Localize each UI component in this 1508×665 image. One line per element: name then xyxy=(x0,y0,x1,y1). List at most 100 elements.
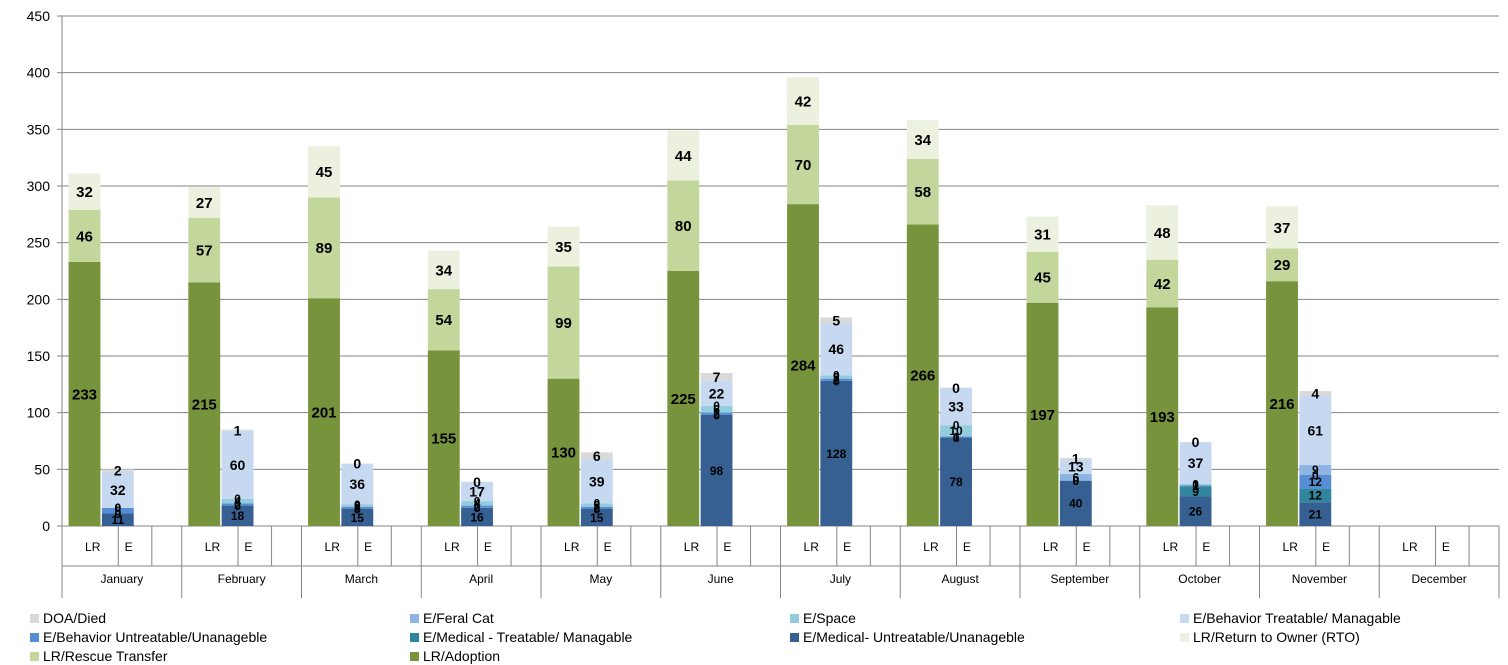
data-label: 1 xyxy=(1072,451,1080,467)
data-label: 57 xyxy=(196,242,213,259)
data-label: 45 xyxy=(316,164,333,181)
bar-segment xyxy=(1179,496,1212,526)
data-label: 35 xyxy=(555,239,572,256)
data-label: 0 xyxy=(1072,474,1079,488)
bar-segment xyxy=(308,298,340,526)
data-label: 0 xyxy=(354,502,361,516)
bar-segment xyxy=(820,323,853,376)
data-label: 44 xyxy=(675,148,692,165)
data-label: 9 xyxy=(1192,485,1199,499)
sub-category-label: LR xyxy=(684,540,700,554)
y-tick-label: 400 xyxy=(27,65,51,81)
data-label: 0 xyxy=(833,369,840,383)
sub-category-label: E xyxy=(843,540,851,554)
data-label: 0 xyxy=(473,474,481,490)
bar-segment xyxy=(1266,248,1298,282)
data-label: 2 xyxy=(114,463,122,479)
bar-segment xyxy=(1299,391,1332,396)
bar-segment xyxy=(906,158,939,225)
bar-segment xyxy=(1059,459,1092,474)
data-label: 98 xyxy=(710,464,724,478)
data-label: 17 xyxy=(469,483,485,499)
data-label: 284 xyxy=(790,357,816,374)
bar-segment xyxy=(221,503,254,506)
month-label: June xyxy=(708,572,734,586)
legend-item: E/Feral Cat xyxy=(410,609,494,627)
data-label: 130 xyxy=(551,445,576,462)
data-label: 21 xyxy=(1309,507,1323,521)
data-label: 46 xyxy=(829,341,845,357)
bar-segment xyxy=(1299,395,1332,465)
sub-category-label: E xyxy=(1442,540,1450,554)
data-label: 2 xyxy=(354,501,361,515)
sub-category-label: E xyxy=(244,540,252,554)
bar-segment xyxy=(188,217,221,283)
bar-segment xyxy=(940,387,972,426)
data-label: 155 xyxy=(431,431,456,448)
data-label: 197 xyxy=(1030,407,1055,424)
sub-category-label: LR xyxy=(85,540,101,554)
chart-legend: DOA/Died E/Feral Cat E/Space E/Behavior Tre… xyxy=(30,609,1500,665)
data-label: 5 xyxy=(832,312,840,328)
data-label: 2 xyxy=(234,498,241,512)
bar-segment xyxy=(1299,502,1332,526)
data-label: 42 xyxy=(795,93,812,110)
bar-segment xyxy=(787,77,819,125)
y-tick-label: 450 xyxy=(27,8,51,24)
bar-segment xyxy=(1026,251,1059,303)
bar-segment xyxy=(427,250,460,290)
legend-label: E/Medical - Treatable/ Managable xyxy=(423,629,633,645)
bar-segment xyxy=(341,506,374,509)
y-tick-label: 350 xyxy=(27,121,51,137)
data-label: 42 xyxy=(1154,276,1171,293)
sub-category-label: E xyxy=(125,540,133,554)
data-label: 45 xyxy=(1034,270,1051,287)
data-label: 12 xyxy=(1309,475,1323,489)
data-label: 13 xyxy=(1068,459,1084,475)
data-label: 34 xyxy=(435,262,452,279)
legend-swatch xyxy=(30,633,39,642)
data-label: 216 xyxy=(1269,396,1294,413)
data-label: 32 xyxy=(76,184,93,201)
bar-segment xyxy=(188,187,221,218)
bar-segment xyxy=(700,373,733,381)
bar-segment xyxy=(580,506,613,509)
data-label: 0 xyxy=(354,498,361,512)
data-label: 4 xyxy=(1311,385,1319,401)
data-label: 31 xyxy=(1034,227,1051,244)
bar-segment xyxy=(1059,480,1092,526)
bar-segment xyxy=(667,130,700,181)
data-label: 0 xyxy=(234,492,241,506)
bar-segment xyxy=(461,507,493,526)
bar-segment xyxy=(308,146,340,198)
bar-segment xyxy=(427,289,460,351)
data-label: 0 xyxy=(1192,477,1199,491)
sub-category-label: E xyxy=(1083,540,1091,554)
legend-swatch xyxy=(410,614,419,623)
month-label: August xyxy=(941,572,979,586)
bar-segment xyxy=(188,282,221,526)
data-label: 78 xyxy=(949,475,963,489)
sub-category-label: E xyxy=(723,540,731,554)
bar-segment xyxy=(461,505,493,508)
data-label: 0 xyxy=(114,501,121,515)
data-label: 9 xyxy=(1312,463,1319,477)
data-label: 46 xyxy=(76,228,93,245)
y-tick-label: 250 xyxy=(27,235,51,251)
bar-segment xyxy=(700,412,733,415)
month-label: December xyxy=(1411,572,1466,586)
sub-category-label: LR xyxy=(923,540,939,554)
bar-segment xyxy=(68,173,101,210)
bar-segment xyxy=(700,380,733,406)
data-label: 80 xyxy=(675,218,692,235)
bar-segment xyxy=(1059,473,1092,481)
data-label: 26 xyxy=(1189,505,1203,519)
bar-segment xyxy=(580,452,613,460)
legend-swatch xyxy=(410,633,419,642)
bar-segment xyxy=(700,405,733,413)
bar-segment xyxy=(1299,475,1332,489)
bar-segment xyxy=(68,209,101,262)
bar-segment xyxy=(341,509,374,526)
y-tick-label: 300 xyxy=(27,178,51,194)
